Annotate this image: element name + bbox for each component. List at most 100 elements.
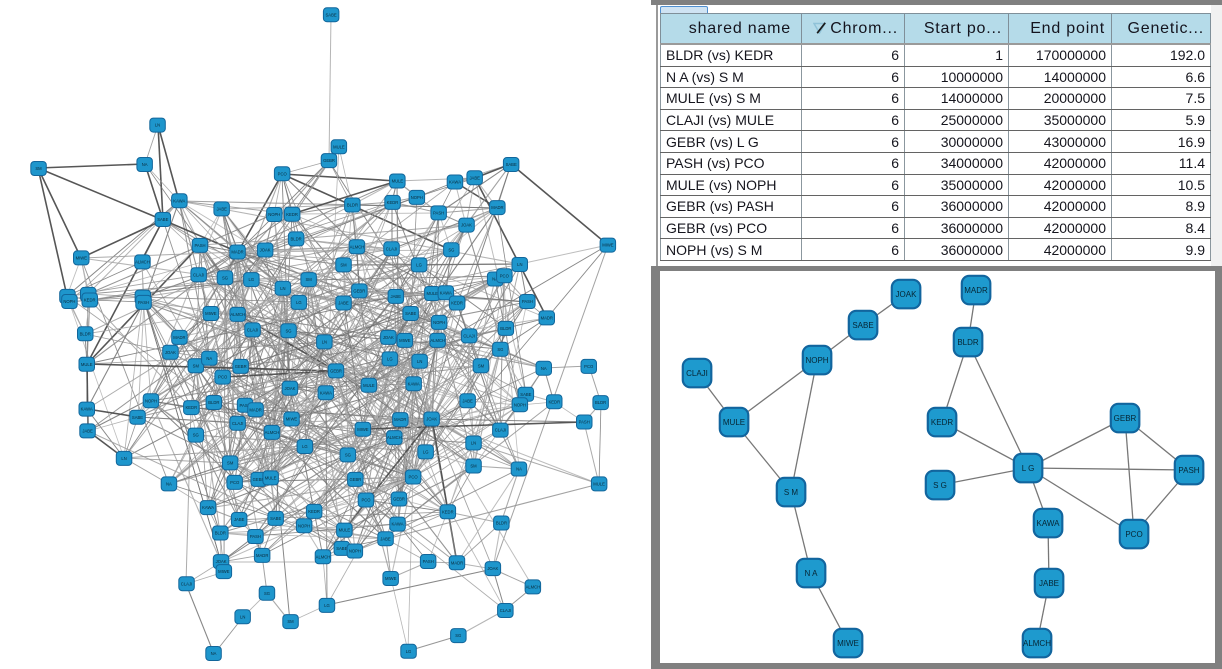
svg-text:SG: SG — [285, 328, 291, 333]
svg-text:JOAK: JOAK — [216, 559, 227, 564]
svg-text:SABE: SABE — [132, 415, 143, 420]
svg-text:JOAK: JOAK — [260, 248, 271, 253]
svg-text:SABE: SABE — [270, 516, 281, 521]
svg-text:JOAK: JOAK — [285, 386, 296, 391]
svg-text:JOAK: JOAK — [487, 566, 498, 571]
svg-text:CLAJI: CLAJI — [247, 328, 258, 333]
svg-text:KAWA: KAWA — [320, 390, 332, 395]
svg-text:SG: SG — [264, 591, 270, 596]
svg-text:JABE: JABE — [1039, 579, 1059, 588]
svg-text:LN: LN — [155, 123, 160, 128]
svg-text:NA: NA — [492, 277, 498, 282]
svg-text:LG: LG — [324, 603, 330, 608]
svg-text:MADR: MADR — [394, 417, 406, 422]
svg-text:PASH: PASH — [1178, 466, 1199, 475]
svg-text:JABE: JABE — [216, 207, 227, 212]
svg-text:PASH: PASH — [250, 534, 261, 539]
svg-text:NOPH: NOPH — [349, 549, 361, 554]
svg-text:SG: SG — [222, 275, 228, 280]
svg-text:JABE: JABE — [380, 536, 391, 541]
svg-text:BLDR: BLDR — [291, 237, 302, 242]
svg-text:SG: SG — [497, 347, 503, 352]
svg-text:PCO: PCO — [500, 273, 510, 278]
svg-text:MADR: MADR — [964, 286, 988, 295]
svg-text:NOPH: NOPH — [411, 195, 423, 200]
svg-text:MADR: MADR — [249, 407, 261, 412]
svg-text:ALMCH: ALMCH — [1023, 639, 1051, 648]
svg-text:BLDR: BLDR — [208, 400, 219, 405]
svg-text:MADR: MADR — [491, 205, 503, 210]
svg-text:MULE: MULE — [339, 528, 351, 533]
svg-text:ALMCH: ALMCH — [230, 312, 245, 317]
svg-text:PASH: PASH — [194, 243, 205, 248]
svg-text:NOPH: NOPH — [805, 356, 828, 365]
svg-text:SABE: SABE — [157, 217, 168, 222]
svg-text:NOPH: NOPH — [514, 402, 526, 407]
svg-text:BLDR: BLDR — [347, 203, 358, 208]
svg-text:JABE: JABE — [234, 517, 245, 522]
svg-text:SM: SM — [470, 464, 477, 469]
svg-text:SABE: SABE — [520, 392, 531, 397]
svg-text:SM: SM — [305, 277, 312, 282]
svg-text:CLAJI: CLAJI — [232, 421, 243, 426]
svg-text:KEDR: KEDR — [286, 212, 298, 217]
svg-text:PASH: PASH — [433, 211, 444, 216]
svg-text:BLDR: BLDR — [215, 531, 226, 536]
svg-text:NOPH: NOPH — [145, 398, 157, 403]
svg-text:LG: LG — [302, 444, 308, 449]
svg-text:KAWA: KAWA — [449, 180, 461, 185]
svg-text:LN: LN — [322, 340, 327, 345]
svg-text:MIWE: MIWE — [286, 417, 298, 422]
svg-text:PCO: PCO — [218, 375, 228, 380]
svg-text:MULE: MULE — [593, 482, 605, 487]
svg-text:MIWE: MIWE — [76, 256, 88, 261]
svg-text:LN: LN — [240, 614, 245, 619]
svg-text:BLDR: BLDR — [595, 400, 606, 405]
svg-text:BLDR: BLDR — [957, 338, 979, 347]
svg-text:GEBR: GEBR — [253, 477, 265, 482]
svg-text:NOPH: NOPH — [268, 212, 280, 217]
svg-text:KEDR: KEDR — [931, 418, 953, 427]
svg-text:LG: LG — [423, 450, 429, 455]
svg-text:KAWA: KAWA — [408, 381, 420, 386]
svg-text:MIWE: MIWE — [385, 576, 397, 581]
svg-text:MADR: MADR — [256, 553, 268, 558]
svg-text:BLDR: BLDR — [80, 331, 91, 336]
svg-text:CLAJI: CLAJI — [495, 428, 506, 433]
svg-text:PASH: PASH — [579, 420, 590, 425]
svg-text:JOAK: JOAK — [165, 350, 176, 355]
svg-text:JOAK: JOAK — [896, 290, 918, 299]
svg-text:SM: SM — [193, 363, 200, 368]
svg-text:GEBR: GEBR — [235, 364, 247, 369]
svg-text:MULE: MULE — [81, 362, 93, 367]
svg-text:MIWE: MIWE — [837, 639, 859, 648]
svg-text:SG: SG — [448, 247, 454, 252]
svg-text:SM: SM — [287, 619, 294, 624]
svg-text:SABE: SABE — [852, 321, 873, 330]
svg-text:MULE: MULE — [392, 179, 404, 184]
svg-text:MIWE: MIWE — [218, 569, 230, 574]
svg-text:MADR: MADR — [231, 250, 243, 255]
svg-text:KEDR: KEDR — [84, 298, 96, 303]
svg-text:KEDR: KEDR — [308, 509, 320, 514]
svg-text:SM: SM — [478, 363, 485, 368]
svg-text:S G: S G — [933, 481, 947, 490]
svg-text:MULE: MULE — [426, 291, 438, 296]
svg-text:PCO: PCO — [584, 364, 594, 369]
svg-text:KEDR: KEDR — [451, 301, 463, 306]
svg-text:JABE: JABE — [82, 429, 93, 434]
svg-text:SG: SG — [193, 433, 199, 438]
svg-text:GEBR: GEBR — [349, 477, 361, 482]
svg-text:SABE: SABE — [336, 546, 347, 551]
svg-text:PASH: PASH — [240, 403, 251, 408]
svg-text:MADR: MADR — [451, 560, 463, 565]
svg-text:BLDR: BLDR — [500, 326, 511, 331]
svg-text:SM: SM — [35, 166, 42, 171]
svg-text:NOPH: NOPH — [63, 299, 75, 304]
svg-text:KAWA: KAWA — [81, 407, 93, 412]
svg-text:GEBR: GEBR — [393, 497, 405, 502]
svg-text:JOAK: JOAK — [383, 335, 394, 340]
svg-text:ALMCH: ALMCH — [526, 585, 541, 590]
svg-text:GEBR: GEBR — [353, 289, 365, 294]
svg-text:SABE: SABE — [506, 162, 517, 167]
